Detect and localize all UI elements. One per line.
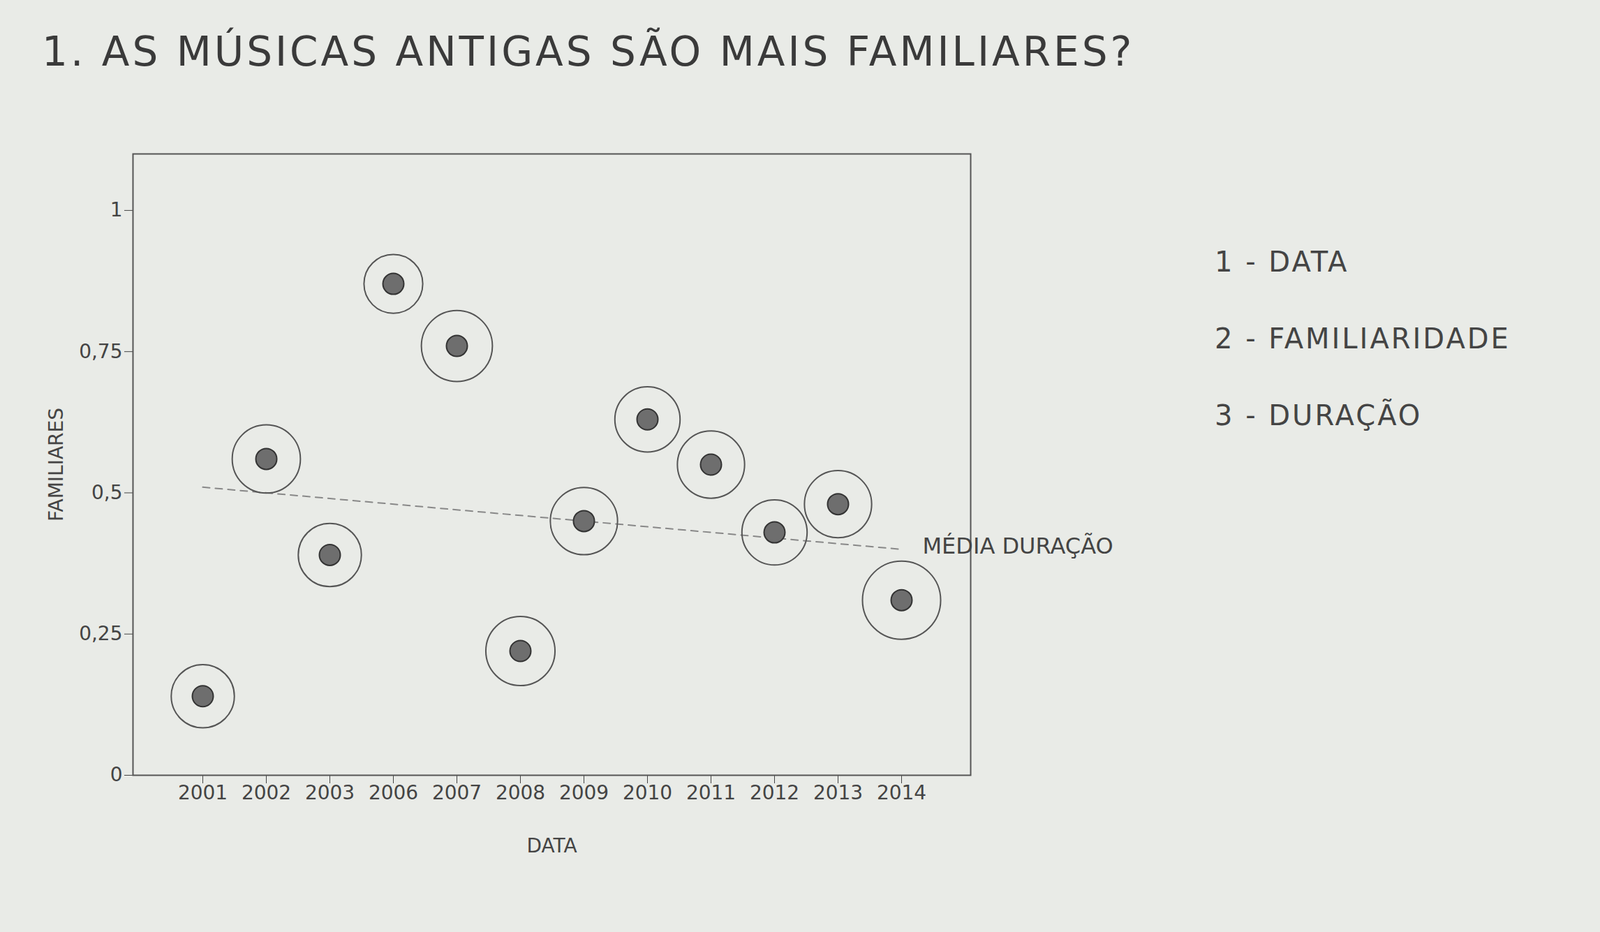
svg-text:2010: 2010: [622, 781, 673, 805]
svg-text:FAMILIARES: FAMILIARES: [44, 407, 68, 522]
svg-text:2003: 2003: [305, 781, 355, 805]
svg-text:0: 0: [110, 763, 123, 787]
svg-text:2012: 2012: [749, 781, 800, 805]
svg-text:MÉDIA DURAÇÃO: MÉDIA DURAÇÃO: [922, 532, 1114, 560]
html-text:1 - DATA: 1 - DATA: [1214, 245, 1349, 278]
html-text:1. AS MÚSICAS ANTIGAS SÃO MAIS: 1. AS MÚSICAS ANTIGAS SÃO MAIS FAMILIARE…: [41, 27, 1135, 76]
svg-text:DATA: DATA: [526, 834, 577, 858]
svg-text:2002: 2002: [241, 781, 292, 805]
svg-text:2001: 2001: [178, 781, 228, 805]
svg-text:2008: 2008: [495, 781, 546, 805]
svg-text:0,5: 0,5: [91, 480, 123, 505]
svg-text:2007: 2007: [432, 781, 482, 805]
svg-text:2006: 2006: [368, 781, 419, 805]
html-text:3 - DURAÇÃO: 3 - DURAÇÃO: [1214, 399, 1423, 432]
html-text:2 - FAMILIARIDADE: 2 - FAMILIARIDADE: [1214, 322, 1511, 355]
svg-text:2014: 2014: [876, 781, 927, 805]
svg-text:1: 1: [110, 198, 123, 222]
svg-text:2011: 2011: [686, 781, 736, 805]
svg-text:0,25: 0,25: [78, 621, 123, 646]
svg-text:2009: 2009: [559, 781, 609, 805]
svg-text:0,75: 0,75: [78, 339, 123, 364]
svg-text:2013: 2013: [813, 781, 863, 805]
